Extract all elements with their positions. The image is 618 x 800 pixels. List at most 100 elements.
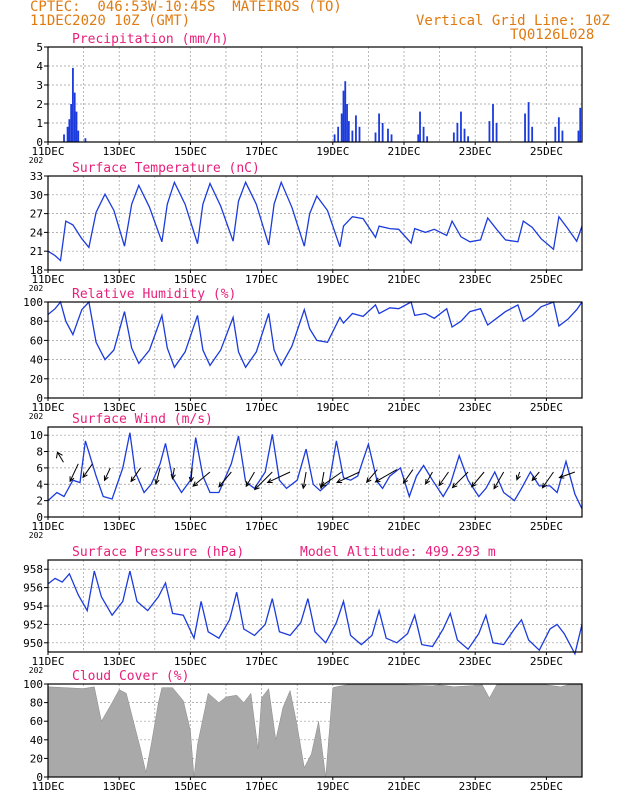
- wind-arrow: [403, 469, 414, 484]
- wind-arrow: [171, 467, 175, 479]
- y-tick-label: 100: [23, 296, 43, 309]
- panel-5: [44, 559, 583, 656]
- wind-arrow: [531, 471, 540, 481]
- wind-arrow-head: [266, 478, 273, 484]
- wind-arrow-head: [55, 451, 63, 459]
- y-tick-label: 20: [30, 373, 43, 386]
- panel-title: Relative Humidity (%): [72, 287, 236, 302]
- wind-arrow-head: [192, 481, 199, 487]
- y-tick-label: 27: [30, 208, 43, 221]
- wind-arrow: [267, 471, 291, 483]
- x-tick-label: 25DEC: [530, 655, 563, 668]
- x-tick-label: 21DEC: [387, 655, 420, 668]
- x-tick-label: 25DEC: [530, 520, 563, 533]
- wind-arrow: [155, 467, 161, 484]
- x-tick-label: 17DEC: [245, 273, 278, 286]
- wind-arrow-head: [336, 478, 343, 484]
- panel-frame: [47, 175, 583, 271]
- precip-bar: [456, 123, 459, 142]
- x-tick-label: 13DEC: [103, 401, 136, 414]
- x-tick-label: 13DEC: [103, 145, 136, 158]
- precip-bar: [347, 121, 350, 142]
- wind-arrow: [302, 471, 307, 489]
- precip-bar: [422, 126, 425, 142]
- y-tick-label: 30: [30, 189, 43, 202]
- y-tick-label: 33: [30, 170, 43, 183]
- y-tick-label: 956: [23, 582, 43, 595]
- wind-arrow-head: [425, 478, 431, 485]
- y-tick-label: 60: [30, 334, 43, 347]
- x-tick-label: 19DEC: [316, 780, 349, 793]
- precip-bar: [417, 134, 420, 142]
- y-tick-label: 950: [23, 637, 43, 650]
- precip-bar: [340, 113, 343, 142]
- x-tick-label: 13DEC: [103, 780, 136, 793]
- wind-arrow: [69, 463, 79, 482]
- x-tick-label: 21DEC: [387, 145, 420, 158]
- x-tick-label: 21DEC: [387, 401, 420, 414]
- wind-arrow-head: [531, 475, 537, 482]
- x-tick-label: 11DEC: [31, 145, 64, 158]
- precip-bar: [467, 136, 469, 142]
- y-tick-label: 80: [30, 697, 43, 710]
- y-tick-label: 40: [30, 734, 43, 747]
- panel-frame: [47, 426, 583, 518]
- y-tick-label: 0: [36, 771, 43, 784]
- wind-arrow-head: [438, 480, 444, 487]
- precip-bar: [374, 132, 377, 142]
- wind-arrow: [542, 471, 554, 489]
- x-tick-label: 23DEC: [459, 655, 492, 668]
- precip-bar: [390, 134, 393, 142]
- precip-bar: [358, 126, 361, 142]
- x-tick-label: 21DEC: [387, 520, 420, 533]
- x-tick-label: 13DEC: [103, 520, 136, 533]
- precip-bar: [63, 134, 65, 142]
- run-date-line: 11DEC2020 10Z (GMT): [30, 13, 191, 29]
- y-tick-label: 0: [36, 511, 43, 524]
- panel-2: [44, 175, 583, 273]
- precip-bar: [66, 126, 69, 142]
- x-tick-label: 25DEC: [530, 780, 563, 793]
- wind-arrow-head: [69, 476, 75, 483]
- precip-bar: [557, 117, 560, 142]
- x-tick-label: 15DEC: [174, 780, 207, 793]
- x-tick-label: 23DEC: [459, 780, 492, 793]
- precip-bar: [75, 111, 78, 142]
- x-tick-label: 21DEC: [387, 273, 420, 286]
- x-tick-label: 15DEC: [174, 273, 207, 286]
- precip-bar: [84, 138, 87, 142]
- wind-arrow-head: [558, 473, 565, 479]
- wind-arrow-head: [365, 477, 372, 484]
- x-tick-label: 17DEC: [245, 401, 278, 414]
- wind-arrow: [366, 469, 378, 483]
- wind-arrow-head: [253, 484, 260, 491]
- y-tick-label: 3: [36, 79, 43, 92]
- x-tick-label: 19DEC: [316, 273, 349, 286]
- x-tick-label: 25DEC: [530, 273, 563, 286]
- precip-bar: [561, 130, 564, 142]
- precip-bar: [337, 126, 340, 142]
- cloud-cover-area: [47, 684, 583, 778]
- x-tick-label: 11DEC: [31, 273, 64, 286]
- wind-arrow: [57, 452, 64, 463]
- year-stub: 202: [29, 531, 44, 540]
- precip-bar: [492, 104, 494, 142]
- precip-bar: [346, 104, 348, 142]
- y-tick-label: 954: [23, 600, 43, 613]
- y-tick-label: 0: [36, 136, 43, 149]
- wind-arrow-head: [451, 482, 458, 489]
- y-tick-label: 2: [36, 495, 43, 508]
- year-stub: 202: [29, 156, 44, 165]
- wind-arrow: [336, 471, 360, 483]
- y-tick-label: 100: [23, 678, 43, 691]
- precip-bar: [333, 134, 336, 142]
- panel-title: Surface Pressure (hPa): [72, 545, 244, 560]
- x-tick-label: 25DEC: [530, 401, 563, 414]
- wind-arrow-head: [374, 477, 381, 483]
- wind-arrow: [82, 463, 93, 478]
- series-line: [47, 180, 583, 262]
- precip-bar: [355, 115, 357, 142]
- precip-bar: [524, 113, 526, 142]
- x-tick-label: 15DEC: [174, 145, 207, 158]
- y-tick-label: 60: [30, 715, 43, 728]
